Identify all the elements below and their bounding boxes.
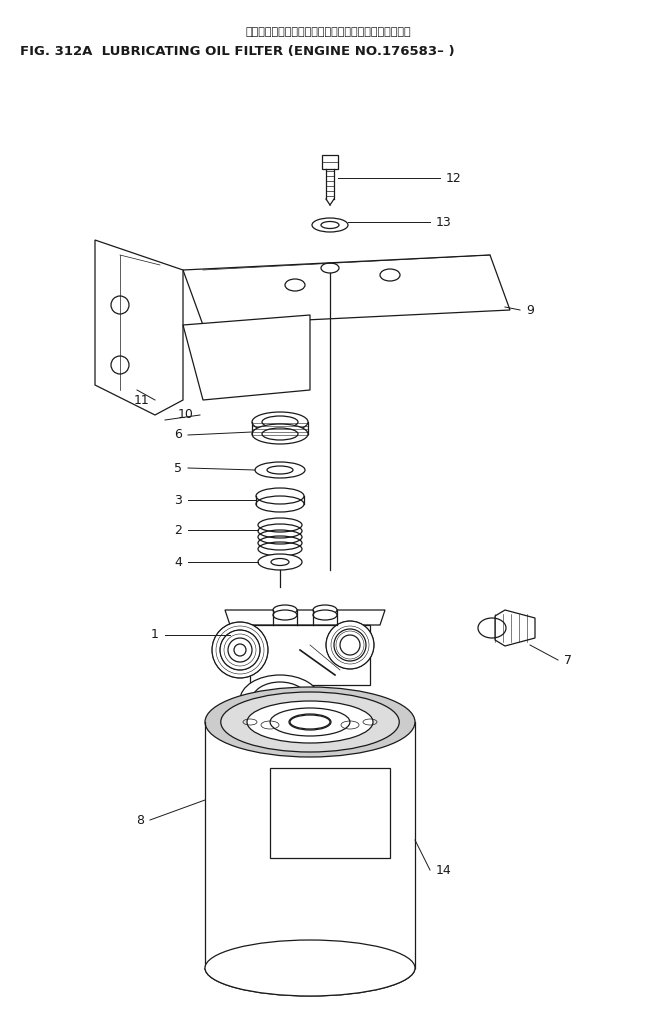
Ellipse shape bbox=[205, 940, 415, 996]
Ellipse shape bbox=[270, 708, 350, 736]
Ellipse shape bbox=[289, 714, 331, 730]
Text: 9: 9 bbox=[526, 303, 534, 316]
Text: 13: 13 bbox=[436, 216, 452, 228]
Bar bbox=[270, 768, 390, 858]
Ellipse shape bbox=[252, 424, 308, 444]
Ellipse shape bbox=[240, 675, 320, 725]
Ellipse shape bbox=[247, 701, 373, 743]
Text: ルーブリケーティングオイルフィルタ　適　用　号　機: ルーブリケーティングオイルフィルタ 適 用 号 機 bbox=[245, 27, 411, 37]
Text: 10: 10 bbox=[178, 409, 194, 422]
Text: 7: 7 bbox=[564, 653, 572, 666]
Ellipse shape bbox=[221, 692, 400, 752]
Ellipse shape bbox=[252, 682, 308, 718]
Text: 4: 4 bbox=[174, 556, 182, 569]
Text: 11: 11 bbox=[133, 393, 149, 407]
Text: 1: 1 bbox=[151, 629, 159, 642]
Polygon shape bbox=[225, 610, 385, 625]
Ellipse shape bbox=[312, 218, 348, 232]
Polygon shape bbox=[95, 240, 183, 415]
Ellipse shape bbox=[313, 610, 337, 620]
Polygon shape bbox=[322, 155, 338, 169]
Ellipse shape bbox=[326, 621, 374, 669]
Ellipse shape bbox=[212, 622, 268, 678]
Ellipse shape bbox=[252, 412, 308, 432]
Polygon shape bbox=[250, 625, 370, 685]
Ellipse shape bbox=[205, 687, 415, 757]
Polygon shape bbox=[495, 610, 535, 646]
Ellipse shape bbox=[313, 605, 337, 615]
Ellipse shape bbox=[273, 610, 297, 620]
Text: 5: 5 bbox=[174, 461, 182, 475]
Text: 2: 2 bbox=[174, 523, 182, 536]
Ellipse shape bbox=[258, 554, 302, 570]
Ellipse shape bbox=[220, 630, 260, 670]
Polygon shape bbox=[183, 255, 510, 325]
Text: 6: 6 bbox=[174, 429, 182, 441]
Text: 3: 3 bbox=[174, 494, 182, 507]
Text: FIG. 312A  LUBRICATING OIL FILTER (ENGINE NO.176583– ): FIG. 312A LUBRICATING OIL FILTER (ENGINE… bbox=[20, 46, 455, 59]
Ellipse shape bbox=[273, 605, 297, 615]
Ellipse shape bbox=[334, 629, 366, 661]
Polygon shape bbox=[183, 315, 310, 400]
Text: 8: 8 bbox=[136, 813, 144, 826]
Text: 14: 14 bbox=[436, 864, 452, 876]
Ellipse shape bbox=[255, 462, 305, 478]
Text: 12: 12 bbox=[446, 171, 462, 185]
